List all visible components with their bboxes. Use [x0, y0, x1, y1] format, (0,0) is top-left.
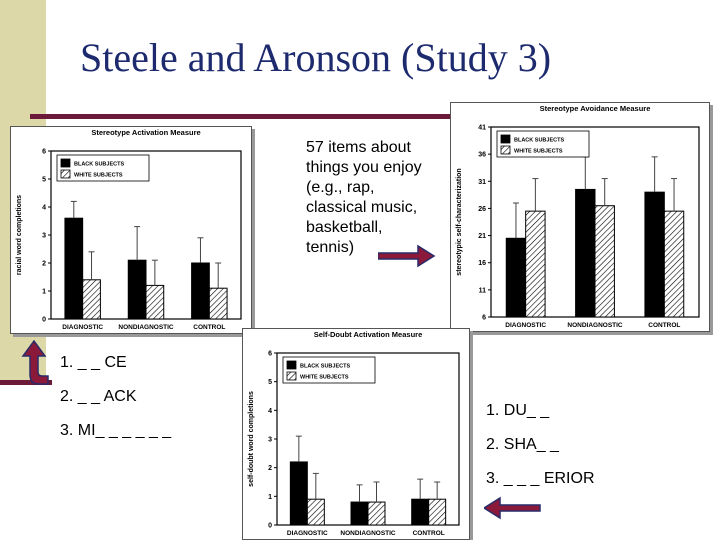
bar-black-subjects [289, 461, 308, 526]
y-tick-label: 4 [268, 408, 272, 415]
legend-swatch [500, 134, 511, 144]
y-tick-label: 0 [42, 317, 46, 324]
legend-swatch [286, 371, 297, 381]
left-arrow-icon [484, 496, 541, 520]
legend-label: BLACK SUBJECTS [300, 364, 350, 370]
legend-label: BLACK SUBJECTS [74, 162, 124, 168]
left-accent-rule [0, 380, 52, 385]
y-tick-label: 6 [268, 351, 272, 358]
bar-white-subjects [367, 501, 386, 526]
selfdoubt-chart: Self-Doubt Activation Measure 0 1 2 3 4 5 6 self… [248, 330, 460, 537]
activation-chart-panel: Stereotype Activation Measure 0 1 2 3 4 5 6 raci… [10, 126, 252, 334]
chart-title: Self-Doubt Activation Measure [314, 330, 423, 339]
y-tick-label: 0 [268, 523, 272, 530]
bar-black-subjects [64, 217, 84, 320]
y-tick-label: 21 [478, 233, 486, 240]
x-tick-label: DIAGNOSTIC [505, 322, 546, 329]
x-tick-label: CONTROL [648, 322, 680, 329]
y-tick-label: 5 [268, 379, 272, 386]
y-tick-label: 6 [482, 315, 486, 322]
word-fragments-right: 1. DU_ _ 2. SHA_ _ 3. _ _ _ ERIOR [486, 402, 595, 504]
bar-white-subjects [82, 279, 101, 320]
note-line: 57 items about [306, 139, 411, 156]
bar-black-subjects [350, 501, 369, 526]
y-tick-label: 26 [478, 206, 486, 213]
x-tick-label: DIAGNOSTIC [287, 530, 328, 537]
y-tick-label: 1 [42, 289, 46, 296]
slide-title: Steele and Aronson (Study 3) [80, 35, 552, 80]
y-tick-label: 4 [42, 205, 46, 212]
y-axis-label: self-doubt word completions [248, 391, 255, 487]
bar-black-subjects [505, 237, 527, 318]
legend-box [282, 356, 376, 384]
note-line: (e.g., rap, [306, 179, 375, 196]
y-tick-label: 16 [478, 260, 486, 267]
legend-box [56, 154, 150, 182]
y-tick-label: 5 [42, 177, 46, 184]
right-arrow-icon [378, 244, 436, 268]
y-tick-label: 3 [268, 437, 272, 444]
avoidance-chart: Stereotype Avoidance Measure 6 11 16 21 26 31 3… [456, 104, 700, 329]
activation-chart: Stereotype Activation Measure 0 1 2 3 4 5 6 raci… [16, 128, 242, 331]
bar-white-subjects [525, 210, 546, 318]
legend-swatch [286, 360, 297, 370]
x-tick-label: NONDIAGNOSTIC [340, 530, 396, 537]
bar-white-subjects [306, 498, 325, 526]
x-tick-label: NONDIAGNOSTIC [118, 324, 174, 331]
legend-swatch [500, 145, 511, 155]
y-tick-label: 36 [478, 152, 486, 159]
list-item: 3. MI_ _ _ _ _ _ [60, 422, 172, 439]
bar-white-subjects [428, 498, 447, 526]
legend-label: WHITE SUBJECTS [514, 149, 563, 155]
avoidance-chart-panel: Stereotype Avoidance Measure 6 11 16 21 26 31 3… [450, 102, 710, 332]
y-tick-label: 3 [42, 233, 46, 240]
legend-label: WHITE SUBJECTS [300, 375, 349, 381]
legend-swatch [60, 169, 71, 179]
note-line: basketball, [306, 219, 383, 236]
y-tick-label: 2 [42, 261, 46, 268]
y-tick-label: 2 [268, 465, 272, 472]
note-line: classical music, [306, 199, 418, 216]
legend-swatch [60, 158, 71, 168]
bar-black-subjects [575, 188, 596, 318]
bar-white-subjects [145, 284, 165, 320]
y-axis-label: racial word completions [16, 195, 23, 275]
x-tick-label: NONDIAGNOSTIC [567, 322, 623, 329]
list-item: 2. SHA_ _ [486, 436, 559, 453]
y-tick-label: 6 [42, 149, 46, 156]
bar-white-subjects [663, 210, 685, 318]
list-item: 2. _ _ ACK [60, 388, 137, 405]
x-tick-label: CONTROL [193, 324, 225, 331]
selfdoubt-chart-panel: Self-Doubt Activation Measure 0 1 2 3 4 5 6 self… [242, 328, 470, 540]
bar-black-subjects [127, 259, 147, 320]
title-underline-rule [30, 114, 450, 119]
y-tick-label: 41 [478, 125, 486, 132]
list-item: 1. _ _ CE [60, 354, 127, 371]
chart-title: Stereotype Avoidance Measure [540, 104, 651, 113]
list-item: 1. DU_ _ [486, 402, 550, 419]
word-fragments-left: 1. _ _ CE 2. _ _ ACK 3. MI_ _ _ _ _ _ [60, 354, 171, 456]
note-line: tennis) [306, 239, 355, 256]
legend-label: WHITE SUBJECTS [74, 173, 123, 179]
bar-black-subjects [411, 498, 430, 526]
y-tick-label: 11 [479, 287, 487, 294]
bar-black-subjects [191, 262, 210, 320]
x-tick-label: DIAGNOSTIC [62, 324, 103, 331]
up-curved-arrow-icon [21, 339, 49, 385]
y-tick-label: 1 [268, 494, 272, 501]
bar-white-subjects [208, 287, 228, 320]
y-axis-label: stereotypic self-characterization [456, 168, 463, 275]
x-tick-label: CONTROL [413, 530, 445, 537]
list-item: 3. _ _ _ ERIOR [486, 470, 595, 487]
note-line: things you enjoy [306, 159, 422, 176]
bar-black-subjects [644, 191, 665, 318]
legend-box [496, 130, 590, 158]
legend-label: BLACK SUBJECTS [514, 138, 564, 144]
y-tick-label: 31 [478, 179, 486, 186]
items-note: 57 items about things you enjoy (e.g., r… [306, 138, 422, 258]
bar-white-subjects [594, 205, 615, 318]
chart-title: Stereotype Activation Measure [91, 128, 200, 137]
